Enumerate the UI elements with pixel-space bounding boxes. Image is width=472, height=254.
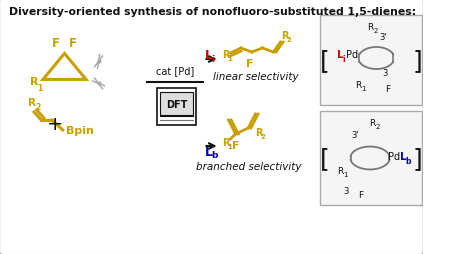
Text: 2: 2	[35, 102, 40, 111]
Text: L: L	[400, 151, 406, 161]
Text: R: R	[222, 137, 230, 147]
Text: F: F	[232, 140, 239, 150]
Text: R: R	[28, 98, 36, 108]
FancyBboxPatch shape	[320, 112, 422, 205]
Text: R: R	[355, 80, 362, 89]
Text: R: R	[337, 166, 344, 175]
Text: i: i	[211, 54, 215, 63]
Text: R: R	[281, 31, 289, 41]
FancyBboxPatch shape	[157, 89, 196, 125]
Text: 1: 1	[362, 86, 366, 92]
Text: 2: 2	[261, 133, 265, 139]
Text: L: L	[205, 48, 213, 61]
Text: R: R	[255, 128, 263, 137]
Text: 3': 3'	[351, 130, 359, 139]
Text: 2: 2	[376, 123, 380, 130]
Text: 2: 2	[373, 28, 378, 34]
Text: b: b	[405, 156, 411, 165]
Text: 3': 3'	[379, 32, 388, 41]
Text: R: R	[30, 77, 38, 87]
Text: ]: ]	[413, 49, 422, 73]
Text: 1: 1	[37, 84, 42, 92]
Text: L: L	[337, 50, 344, 60]
Text: F: F	[358, 190, 363, 199]
Text: cat [Pd]: cat [Pd]	[157, 66, 195, 76]
Text: i: i	[342, 54, 345, 63]
Text: [: [	[320, 49, 329, 73]
Text: 3: 3	[343, 186, 348, 195]
Text: DFT: DFT	[166, 100, 187, 110]
Text: linear selectivity: linear selectivity	[213, 72, 299, 82]
Text: 1: 1	[227, 56, 232, 62]
Text: b: b	[211, 151, 218, 160]
Text: Pd: Pd	[346, 50, 358, 60]
Text: F: F	[51, 37, 59, 50]
Text: branched selectivity: branched selectivity	[196, 161, 302, 171]
Text: Pd: Pd	[388, 151, 400, 161]
Text: Bpin: Bpin	[66, 125, 94, 135]
Text: ]: ]	[413, 146, 422, 170]
Text: 1: 1	[344, 171, 348, 177]
Text: L: L	[205, 145, 213, 158]
Text: 2: 2	[287, 37, 292, 43]
FancyBboxPatch shape	[0, 0, 424, 254]
Text: +: +	[47, 115, 64, 134]
FancyBboxPatch shape	[320, 16, 422, 106]
FancyBboxPatch shape	[160, 92, 193, 115]
Text: F: F	[246, 59, 254, 69]
Text: R: R	[222, 50, 230, 60]
Text: 3: 3	[383, 68, 388, 77]
Text: 1: 1	[227, 144, 232, 149]
Text: [: [	[320, 146, 329, 170]
Text: R: R	[370, 118, 376, 127]
Text: F: F	[386, 84, 390, 93]
Text: F: F	[68, 37, 76, 50]
Text: R: R	[367, 22, 373, 31]
Text: Diversity-oriented synthesis of nonofluoro-substituted 1,5-dienes:: Diversity-oriented synthesis of nonofluo…	[9, 7, 416, 17]
